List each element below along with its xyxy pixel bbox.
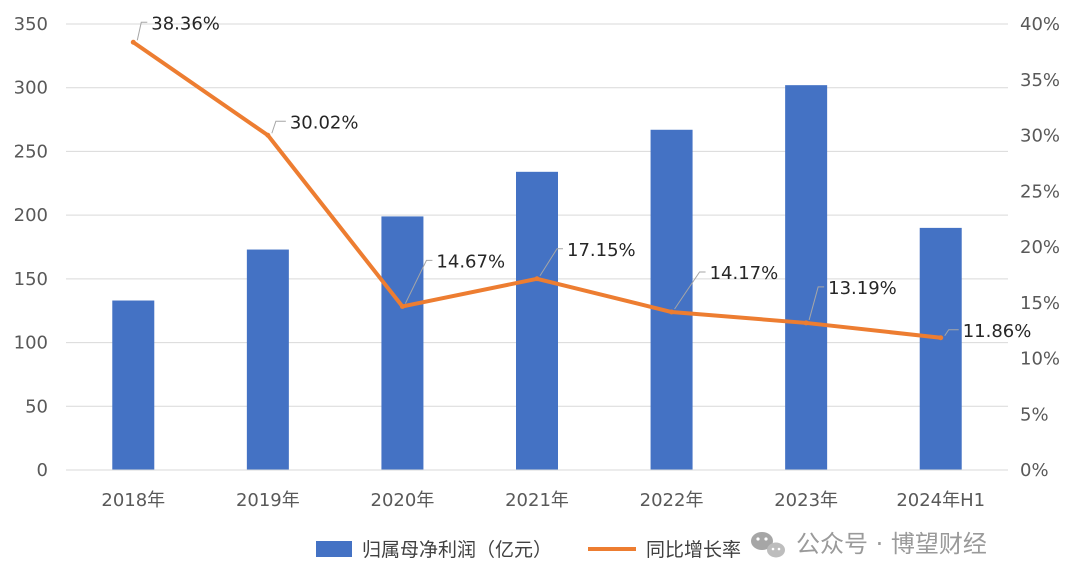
line-point	[669, 309, 675, 315]
data-label: 14.67%	[436, 251, 505, 272]
x-axis-ticks: 2018年 2019年 2020年 2021年 2022年 2023年 2024年H1	[101, 490, 985, 511]
left-tick-label: 150	[14, 269, 48, 290]
watermark-text: 公众号 · 博望财经	[796, 530, 987, 558]
legend: 归属母净利润（亿元） 同比增长率	[316, 539, 741, 561]
data-label: 30.02%	[290, 112, 359, 133]
right-tick-label: 0%	[1020, 460, 1049, 481]
label-leader-line	[808, 286, 825, 321]
right-tick-label: 10%	[1020, 349, 1060, 370]
legend-line-label: 同比增长率	[646, 539, 741, 561]
right-tick-label: 40%	[1020, 14, 1060, 35]
left-tick-label: 200	[14, 205, 48, 226]
data-label: 13.19%	[828, 278, 897, 299]
x-tick-label: 2020年	[371, 490, 435, 511]
label-leader-line	[136, 21, 148, 41]
left-tick-label: 350	[14, 14, 48, 35]
right-axis-ticks: 0% 5% 10% 15% 20% 25% 30% 35% 40%	[1020, 14, 1060, 481]
x-tick-label: 2019年	[236, 490, 300, 511]
bar	[246, 249, 289, 470]
right-tick-label: 35%	[1020, 70, 1060, 91]
line-point	[130, 39, 136, 45]
left-axis-ticks: 0 50 100 150 200 250 300 350	[14, 14, 48, 481]
right-tick-label: 5%	[1020, 404, 1049, 425]
left-tick-label: 0	[37, 460, 48, 481]
left-tick-label: 300	[14, 78, 48, 99]
right-tick-label: 25%	[1020, 181, 1060, 202]
bar-series	[112, 85, 962, 470]
watermark: 公众号 · 博望财经	[751, 530, 987, 558]
bar	[516, 171, 558, 470]
bar	[650, 129, 693, 470]
x-tick-label: 2021年	[505, 490, 569, 511]
bar	[785, 85, 828, 470]
legend-bar-swatch	[316, 541, 352, 557]
label-leader-line	[539, 248, 563, 277]
x-tick-label: 2024年H1	[896, 490, 985, 511]
line-data-labels: 38.36% 30.02% 14.67% 17.15% 14.17% 13.19% 11.8…	[136, 13, 1032, 342]
right-tick-label: 20%	[1020, 237, 1060, 258]
left-tick-label: 250	[14, 141, 48, 162]
x-tick-label: 2022年	[640, 490, 704, 511]
left-tick-label: 50	[25, 396, 48, 417]
data-label: 17.15%	[567, 240, 636, 261]
x-tick-label: 2018年	[101, 490, 165, 511]
right-tick-label: 30%	[1020, 126, 1060, 147]
right-tick-label: 15%	[1020, 293, 1060, 314]
label-leader-line	[944, 329, 959, 337]
data-label: 14.17%	[710, 263, 779, 284]
legend-bar-label: 归属母净利润（亿元）	[362, 539, 552, 561]
left-tick-label: 100	[14, 333, 48, 354]
line-point	[938, 335, 944, 341]
bar	[381, 216, 424, 470]
bar	[919, 227, 962, 470]
data-label: 38.36%	[151, 13, 220, 34]
label-leader-line	[404, 259, 433, 304]
line-point	[265, 132, 271, 138]
line-point	[803, 320, 809, 326]
label-leader-line	[271, 120, 286, 134]
data-label: 11.86%	[963, 321, 1032, 342]
line-point	[399, 303, 405, 309]
x-tick-label: 2023年	[774, 490, 838, 511]
wechat-icon	[751, 532, 785, 558]
line-series	[130, 39, 944, 341]
bar	[112, 300, 155, 470]
label-leader-line	[674, 271, 706, 310]
line-point	[534, 276, 540, 282]
